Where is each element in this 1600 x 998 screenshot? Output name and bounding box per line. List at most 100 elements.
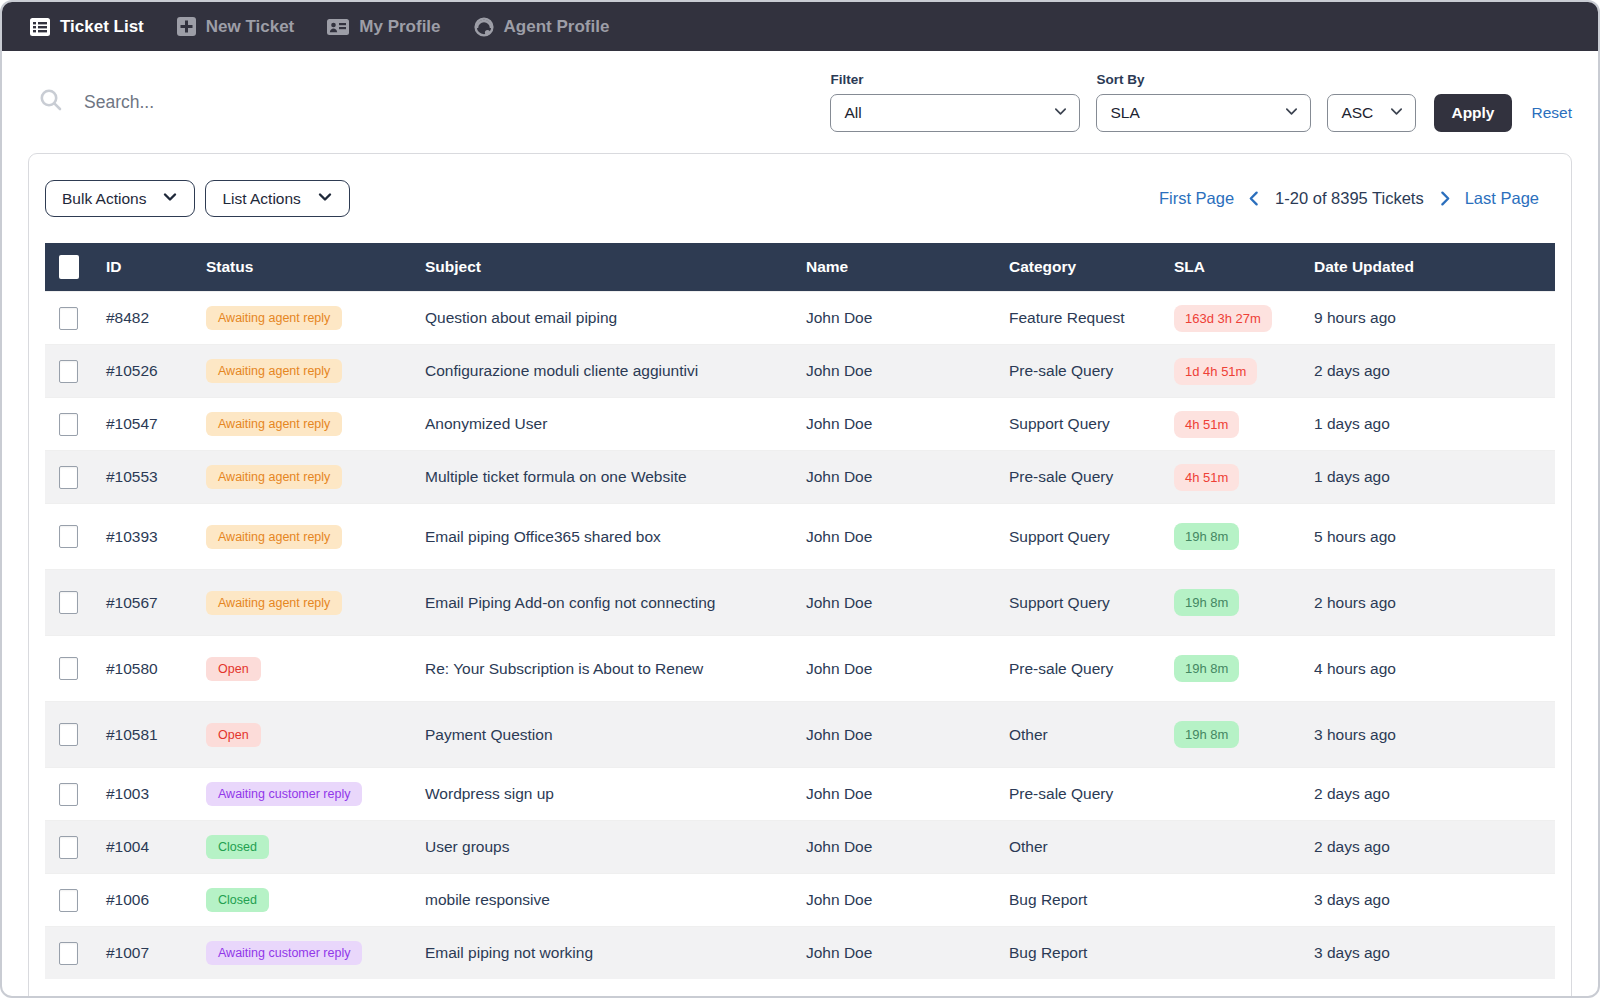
ticket-subject[interactable]: mobile responsive	[425, 891, 806, 909]
status-badge: Awaiting agent reply	[206, 465, 342, 489]
table-header-row: ID Status Subject Name Category SLA Date…	[45, 243, 1555, 291]
sla-badge: 19h 8m	[1174, 721, 1239, 748]
bulk-actions-button[interactable]: Bulk Actions	[45, 180, 195, 217]
ticket-id: #8482	[106, 309, 206, 327]
prev-page-icon[interactable]	[1246, 190, 1263, 207]
row-checkbox[interactable]	[59, 360, 78, 383]
status-badge: Awaiting agent reply	[206, 359, 342, 383]
ticket-updated: 2 days ago	[1314, 838, 1555, 856]
row-checkbox[interactable]	[59, 591, 78, 614]
table-row: #10526 Awaiting agent reply Configurazio…	[45, 344, 1555, 397]
ticket-updated: 4 hours ago	[1314, 660, 1555, 678]
app-window: Ticket List New Ticket My Profile Agent …	[0, 0, 1600, 998]
ticket-name: John Doe	[806, 785, 1009, 803]
col-updated: Date Updated	[1314, 258, 1555, 276]
apply-button[interactable]: Apply	[1434, 94, 1511, 132]
ticket-name: John Doe	[806, 362, 1009, 380]
sortby-select[interactable]: SLA	[1096, 94, 1311, 132]
list-actions-button[interactable]: List Actions	[205, 180, 349, 217]
table-row: #10567 Awaiting agent reply Email Piping…	[45, 569, 1555, 635]
ticket-name: John Doe	[806, 838, 1009, 856]
sla-badge: 19h 8m	[1174, 589, 1239, 616]
nav-new-ticket[interactable]: New Ticket	[163, 2, 308, 51]
page-range-text: 1-20 of 8395 Tickets	[1275, 189, 1424, 208]
select-all-checkbox[interactable]	[59, 255, 79, 279]
ticket-id: #10547	[106, 415, 206, 433]
order-select[interactable]: ASC	[1327, 94, 1416, 132]
ticket-subject[interactable]: Question about email piping	[425, 309, 806, 327]
ticket-id: #10553	[106, 468, 206, 486]
row-checkbox[interactable]	[59, 413, 78, 436]
col-subject: Subject	[425, 258, 806, 276]
filter-value: All	[844, 104, 861, 122]
ticket-updated: 3 hours ago	[1314, 726, 1555, 744]
nav-my-profile[interactable]: My Profile	[313, 2, 453, 51]
ticket-category: Pre-sale Query	[1009, 362, 1174, 380]
last-page-link[interactable]: Last Page	[1465, 189, 1539, 208]
table-row: #10581 Open Payment Question John Doe Ot…	[45, 701, 1555, 767]
row-checkbox[interactable]	[59, 307, 78, 330]
ticket-subject[interactable]: Payment Question	[425, 726, 806, 744]
first-page-link[interactable]: First Page	[1159, 189, 1234, 208]
ticket-name: John Doe	[806, 415, 1009, 433]
row-checkbox[interactable]	[59, 723, 78, 746]
nav-label: New Ticket	[206, 17, 295, 37]
toolbar: Filter All Sort By SLA ASC	[2, 51, 1598, 153]
reset-link[interactable]: Reset	[1532, 104, 1573, 122]
table-row: #10393 Awaiting agent reply Email piping…	[45, 503, 1555, 569]
sortby-value: SLA	[1110, 104, 1139, 122]
ticket-updated: 3 days ago	[1314, 944, 1555, 962]
ticket-subject[interactable]: Email Piping Add-on config not connectin…	[425, 594, 806, 612]
next-page-icon[interactable]	[1436, 190, 1453, 207]
ticket-id: #1007	[106, 944, 206, 962]
table-row: #1003 Awaiting customer reply Wordpress …	[45, 767, 1555, 820]
ticket-subject[interactable]: Configurazione moduli cliente aggiuntivi	[425, 362, 806, 380]
chevron-down-icon	[317, 189, 333, 209]
status-badge: Open	[206, 657, 261, 681]
ticket-id: #10526	[106, 362, 206, 380]
ticket-subject[interactable]: Email piping not working	[425, 944, 806, 962]
status-badge: Closed	[206, 835, 269, 859]
ticket-id: #10580	[106, 660, 206, 678]
ticket-name: John Doe	[806, 944, 1009, 962]
ticket-category: Other	[1009, 838, 1174, 856]
nav-ticket-list[interactable]: Ticket List	[16, 2, 157, 51]
table-row: #1004 Closed User groups John Doe Other …	[45, 820, 1555, 873]
ticket-updated: 1 days ago	[1314, 468, 1555, 486]
chevron-down-icon	[1053, 104, 1068, 123]
ticket-name: John Doe	[806, 594, 1009, 612]
ticket-updated: 9 hours ago	[1314, 309, 1555, 327]
nav-label: Ticket List	[60, 17, 144, 37]
ticket-category: Pre-sale Query	[1009, 785, 1174, 803]
row-checkbox[interactable]	[59, 889, 78, 912]
filter-select[interactable]: All	[830, 94, 1080, 132]
row-checkbox[interactable]	[59, 466, 78, 489]
ticket-subject[interactable]: Wordpress sign up	[425, 785, 806, 803]
search-input[interactable]	[84, 92, 384, 113]
ticket-list-card: Bulk Actions List Actions First Page 1-2…	[28, 153, 1572, 998]
ticket-category: Bug Report	[1009, 891, 1174, 909]
nav-label: Agent Profile	[504, 17, 610, 37]
ticket-updated: 2 days ago	[1314, 785, 1555, 803]
order-value: ASC	[1341, 104, 1373, 122]
ticket-subject[interactable]: Email piping Office365 shared box	[425, 528, 806, 546]
row-checkbox[interactable]	[59, 783, 78, 806]
top-navbar: Ticket List New Ticket My Profile Agent …	[2, 2, 1598, 51]
status-badge: Awaiting agent reply	[206, 306, 342, 330]
ticket-subject[interactable]: Multiple ticket formula on one Website	[425, 468, 806, 486]
ticket-subject[interactable]: Anonymized User	[425, 415, 806, 433]
sla-badge: 19h 8m	[1174, 523, 1239, 550]
ticket-updated: 3 days ago	[1314, 891, 1555, 909]
row-checkbox[interactable]	[59, 942, 78, 965]
nav-agent-profile[interactable]: Agent Profile	[460, 2, 623, 51]
status-badge: Closed	[206, 888, 269, 912]
ticket-subject[interactable]: Re: Your Subscription is About to Renew	[425, 660, 806, 678]
ticket-table: ID Status Subject Name Category SLA Date…	[45, 243, 1555, 979]
row-checkbox[interactable]	[59, 525, 78, 548]
ticket-subject[interactable]: User groups	[425, 838, 806, 856]
sla-badge: 4h 51m	[1174, 411, 1239, 438]
status-badge: Open	[206, 723, 261, 747]
ticket-category: Pre-sale Query	[1009, 468, 1174, 486]
row-checkbox[interactable]	[59, 657, 78, 680]
row-checkbox[interactable]	[59, 836, 78, 859]
